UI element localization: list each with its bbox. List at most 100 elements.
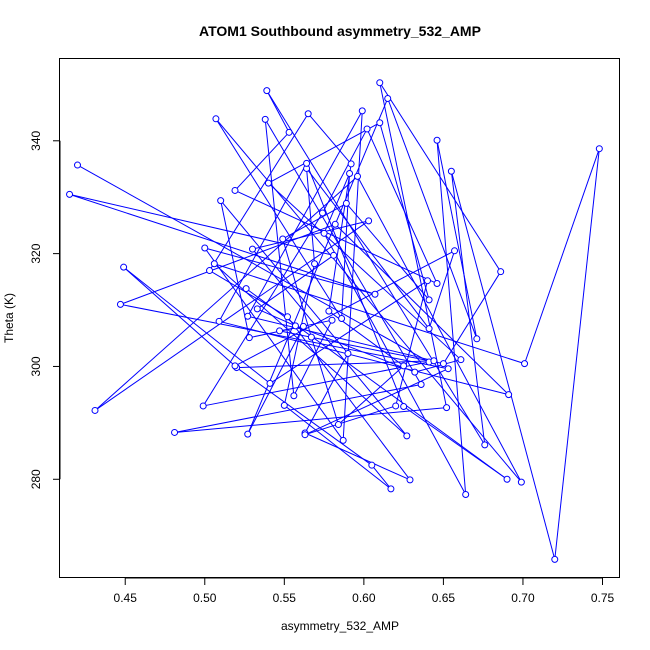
data-point (261, 115, 269, 123)
series-segment (123, 266, 271, 384)
series-segment (252, 248, 408, 437)
data-point (371, 290, 379, 298)
y-tick-label: 280 (29, 469, 43, 489)
series-segment (69, 193, 334, 256)
data-point (320, 229, 328, 237)
data-point (284, 313, 291, 321)
data-point (249, 245, 256, 253)
data-point (291, 322, 299, 330)
data-point (325, 307, 333, 315)
data-point (595, 145, 603, 153)
data-point (406, 476, 414, 484)
series-segment (442, 271, 502, 364)
series-segment (249, 319, 333, 339)
series-segment (257, 308, 296, 327)
data-point (301, 431, 309, 439)
x-tick-label: 0.50 (193, 591, 217, 605)
data-point (303, 159, 311, 167)
series-segment (395, 280, 428, 407)
series-segment (202, 212, 323, 407)
data-point (116, 300, 124, 308)
series-segment (295, 325, 415, 373)
series-segment (341, 173, 351, 319)
series-segment (450, 171, 556, 560)
series-segment (284, 404, 392, 490)
data-point (206, 267, 214, 275)
x-tick-label: 0.65 (432, 591, 456, 605)
series-segment (428, 250, 456, 329)
data-point (425, 296, 433, 304)
data-point (231, 362, 239, 370)
series-segment (342, 110, 363, 441)
series-segment (282, 202, 347, 240)
y-tick-label: 320 (29, 243, 43, 263)
data-point (215, 317, 223, 325)
series-segment (304, 368, 449, 436)
y-tick-label: 340 (29, 130, 43, 150)
x-tick-label: 0.60 (352, 591, 376, 605)
series-segment (304, 353, 349, 434)
data-point (319, 209, 326, 217)
data-point (285, 128, 293, 136)
data-point (338, 315, 346, 322)
series-segment (387, 98, 478, 339)
series-segment (279, 330, 444, 365)
series-segment (334, 223, 509, 396)
series-segment (247, 110, 363, 317)
series-segment (323, 173, 351, 234)
series-segment (69, 193, 376, 295)
series-segment (371, 464, 392, 490)
data-point (363, 125, 371, 133)
data-point (387, 485, 395, 493)
data-point (462, 491, 470, 499)
data-point (339, 436, 347, 444)
series-segment (234, 250, 455, 367)
series-segment (379, 82, 448, 408)
data-point (433, 280, 441, 288)
data-point (521, 360, 529, 368)
data-point (505, 391, 513, 399)
data-point (365, 217, 373, 225)
series-lines (69, 82, 600, 560)
series-segment (338, 365, 404, 425)
y-tick-label: 300 (29, 356, 43, 376)
data-point (330, 251, 338, 259)
series-segment (266, 90, 486, 446)
series-segment (293, 319, 333, 397)
data-point (451, 247, 459, 255)
series-segment (450, 171, 486, 445)
data-point (400, 403, 408, 411)
data-point (266, 379, 274, 387)
series-segment (269, 280, 428, 384)
axes: 0.45 0.50 0.55 0.60 0.65 0.70 0.75 280 300 320 340 (29, 130, 615, 605)
series-segment (204, 247, 376, 295)
data-point (244, 430, 252, 438)
series-segment (436, 140, 478, 339)
data-point (384, 94, 392, 102)
data-point (425, 325, 433, 333)
series-segment (120, 223, 336, 305)
series-segment (204, 247, 344, 441)
series-segment (236, 367, 373, 466)
x-axis-label: asymmetry_532_AMP (281, 619, 399, 633)
series-segment (436, 140, 467, 495)
data-point (311, 260, 319, 268)
series-segment (282, 238, 312, 338)
series-segment (345, 203, 430, 301)
data-point (91, 406, 99, 414)
series-segment (214, 263, 525, 365)
series-segment (414, 359, 462, 373)
plot-frame (59, 58, 620, 578)
series-segment (524, 148, 600, 364)
data-point (328, 316, 336, 324)
data-point (304, 110, 312, 118)
series-segment (209, 113, 309, 271)
series-segment (215, 118, 343, 319)
data-point (358, 107, 366, 115)
series-segment (304, 432, 411, 481)
data-point (244, 312, 252, 320)
data-point (447, 167, 455, 175)
data-point (299, 322, 307, 330)
series-segment (174, 407, 447, 433)
x-tick-label: 0.70 (511, 591, 535, 605)
